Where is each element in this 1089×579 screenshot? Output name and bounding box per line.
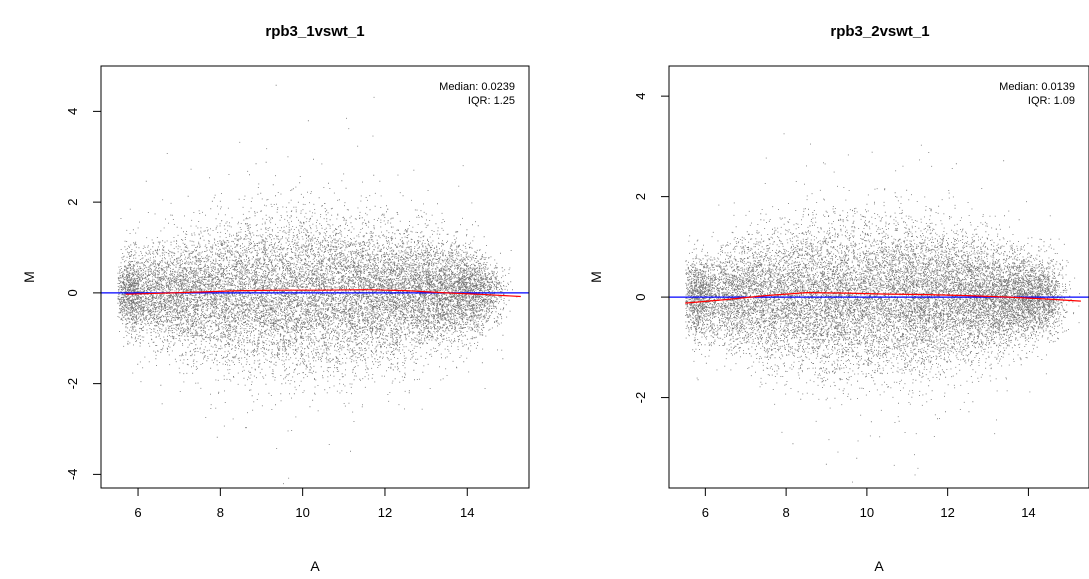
y-tick-label: 2	[633, 193, 648, 200]
y-tick-label: 0	[65, 289, 80, 296]
median-annotation: Median: 0.0139	[999, 81, 1075, 93]
loess-fit-curve	[685, 291, 1081, 304]
x-axis-label: A	[310, 558, 320, 574]
y-tick-label: 4	[65, 108, 80, 115]
iqr-annotation: IQR: 1.09	[1028, 95, 1075, 107]
median-annotation: Median: 0.0239	[439, 81, 515, 93]
plot-frame	[100, 65, 530, 489]
scatter-point-cloud	[117, 84, 518, 485]
x-tick-label: 14	[1021, 505, 1035, 520]
x-tick-label: 10	[860, 505, 874, 520]
chart-title: rpb3_1vswt_1	[265, 23, 364, 40]
ma-plot-panel-1: rpb3_1vswt_1 6 8 10 12 14 -4 -2 0 2 4 A M Median: 0.0…	[21, 23, 530, 574]
loess-fit-curve	[125, 289, 521, 298]
x-tick-label: 14	[460, 505, 474, 520]
x-tick-label: 10	[295, 505, 309, 520]
x-tick-label: 6	[134, 505, 141, 520]
x-tick-label: 8	[217, 505, 224, 520]
x-tick-label: 12	[378, 505, 392, 520]
scatter-point-cloud	[685, 133, 1080, 483]
y-tick-label: 2	[65, 199, 80, 206]
x-axis-label: A	[874, 558, 884, 574]
y-tick-label: -2	[633, 392, 648, 404]
x-tick-label: 8	[782, 505, 789, 520]
iqr-annotation: IQR: 1.25	[468, 95, 515, 107]
y-tick-label: 4	[633, 93, 648, 100]
y-axis-label: M	[588, 271, 604, 283]
x-tick-label: 6	[702, 505, 709, 520]
y-tick-label: -2	[65, 378, 80, 390]
ma-plot-panel-2: rpb3_2vswt_1 6 8 10 12 14 -2 0 2 4 A M Median: 0.013…	[588, 23, 1089, 574]
y-tick-label: 0	[633, 293, 648, 300]
x-tick-label: 12	[940, 505, 954, 520]
scatter-points	[685, 133, 1080, 483]
y-axis-label: M	[21, 271, 37, 283]
plot-frame	[668, 65, 1089, 489]
y-tick-label: -4	[65, 469, 80, 481]
chart-title: rpb3_2vswt_1	[830, 23, 929, 40]
scatter-points	[117, 84, 518, 485]
